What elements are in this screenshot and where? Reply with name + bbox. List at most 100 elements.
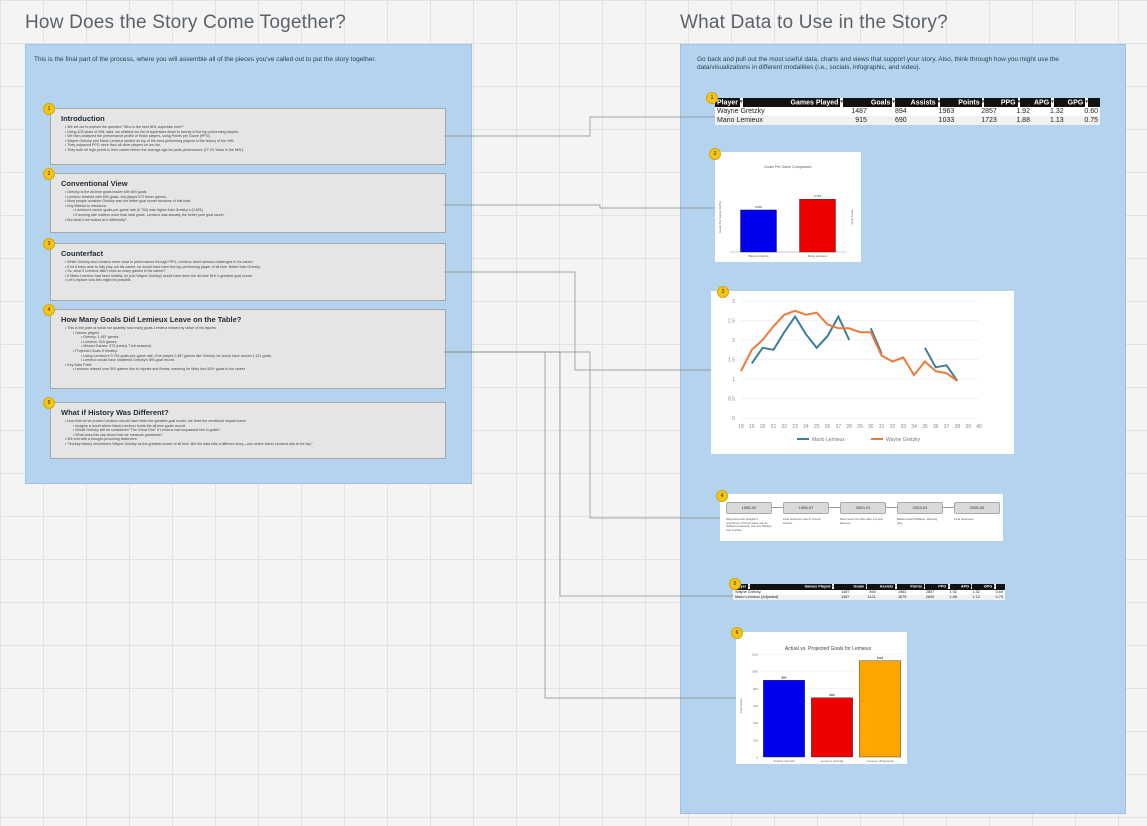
table-header-cell[interactable]: GPG ▾ — [1065, 98, 1100, 108]
header-label: Points — [958, 99, 980, 107]
y-tick-label: 2 — [732, 338, 735, 344]
x-tick-label: 38 — [955, 424, 961, 430]
table-header-cell[interactable]: Assists ▾ — [908, 98, 957, 108]
filter-dropdown-icon[interactable]: ▾ — [865, 584, 868, 589]
filter-dropdown-icon[interactable]: ▾ — [948, 584, 950, 589]
y-tick-label: 2.5 — [728, 319, 735, 325]
actual-vs-projected-goals-chart[interactable]: Actual vs. Projected Goals for Lemieux To… — [736, 632, 907, 764]
table-header-cell[interactable]: Points ▾ — [908, 584, 937, 590]
bullet-item: Imagine a world where Mario Lemieux hold… — [65, 424, 437, 429]
table-cell: 1487 — [851, 108, 867, 116]
filter-dropdown-icon[interactable]: ▾ — [748, 584, 750, 589]
filter-dropdown-icon[interactable]: ▾ — [924, 584, 926, 589]
table-cell: 1.32 — [1050, 108, 1064, 116]
table-header-cell[interactable]: Assists ▾ — [877, 584, 909, 590]
x-tick-label: Wayne Gretzky — [748, 254, 769, 258]
y-tick-label: 800 — [753, 687, 758, 691]
header-label: GPG — [983, 584, 993, 589]
connector-intro-table — [444, 116, 715, 137]
table-header-cell[interactable]: APG ▾ — [1031, 98, 1066, 108]
data-label: 1121 — [877, 656, 884, 660]
bullet-item: Would Gretzky still be considered "The G… — [65, 428, 437, 433]
lemieux-career-timeline[interactable]: 1985-92 Diagnosed with Hodgkin's lymphoma… — [720, 494, 1003, 541]
timeline-step-desc: Battled atrial fibrillation, affecting p… — [897, 517, 938, 525]
timeline-step-label: 1996-97 — [783, 502, 829, 514]
x-tick-label: 35 — [922, 424, 928, 430]
bullet-item: Lemieux missed over 500 games due to inj… — [65, 367, 437, 372]
table-header-cell[interactable]: APG ▾ — [958, 584, 982, 590]
x-tick-label: 34 — [911, 424, 917, 430]
timeline-badge: 4 — [716, 490, 728, 502]
filter-dropdown-icon[interactable]: ▾ — [1051, 98, 1054, 107]
story-card-3[interactable]: Counterfact While Gretzky and Lemieux wer… — [50, 243, 446, 301]
chart-title: Goals Per Game Comparison — [764, 165, 811, 169]
bullet-item: This is the point at which we quantify h… — [65, 326, 437, 331]
filter-dropdown-icon[interactable]: ▾ — [1017, 98, 1021, 107]
x-tick-label: 32 — [890, 424, 896, 430]
table-cell: 894 — [894, 108, 907, 116]
x-tick-label: Lemieux (Projected) — [867, 759, 894, 763]
bullet-item: Using 105 years of NHL data, we whittled… — [65, 130, 437, 135]
ppg-by-age-line-chart[interactable]: 0 0.5 1 1.5 2 2.5 3 18 19 20 21 22 23 24 25 26 27 28 29 30 3… — [711, 291, 1014, 454]
gpg-comparison-chart[interactable]: Goals Per Game Comparison Goals Per Game … — [715, 152, 861, 262]
story-card-badge: 3 — [43, 238, 55, 250]
filter-dropdown-icon[interactable]: ▾ — [740, 98, 743, 107]
story-card-4[interactable]: How Many Goals Did Lemieux Leave on the … — [50, 309, 446, 389]
table-header-cell[interactable]: Goals ▾ — [868, 98, 909, 108]
table-cell: 1487 — [802, 594, 852, 600]
x-tick-label: 26 — [825, 424, 831, 430]
stats-table-actual[interactable]: Player ▾ Games Played ▾ Goals ▾ Assists ▾ Points… — [715, 98, 1100, 126]
chart2-badge: 3 — [717, 286, 729, 298]
filter-dropdown-icon[interactable]: ▾ — [994, 584, 996, 589]
header-label: Goals — [870, 99, 891, 107]
table-cell: 690 — [868, 116, 909, 126]
table-cell: 1033 — [908, 116, 957, 126]
header-label: Assists — [910, 99, 936, 107]
table-row: Wayne Gretzky 1487 894 1963 2857 1.92 1.32 0.60 — [715, 107, 1100, 116]
story-card-badge: 2 — [43, 168, 55, 180]
table-cell: 1.92 — [1016, 108, 1030, 116]
story-card-5[interactable]: What if History Was Different? Now that w… — [50, 402, 446, 459]
table-header-cell[interactable]: PPG ▾ — [998, 98, 1032, 108]
table-header-cell[interactable]: Games Played ▾ — [788, 98, 869, 108]
bullet-item: If Mario Lemieux had been healthy, he (n… — [65, 274, 437, 279]
bar-2 — [799, 199, 836, 253]
bullet-item: While Gretzky and Lemieux were close in … — [65, 260, 437, 265]
story-card-2[interactable]: Conventional View Gretzky is the all-time… — [50, 173, 446, 233]
filter-dropdown-icon[interactable]: ▾ — [937, 98, 941, 107]
table-header-cell[interactable]: Games Played ▾ — [802, 584, 852, 590]
table-cell: Wayne Gretzky — [717, 108, 765, 116]
table-cell: 1487 — [840, 589, 850, 594]
table-row: Wayne Gretzky 1487 894 1963 2857 1.92 1.32 0.60 — [733, 590, 1005, 595]
story-card-1[interactable]: Introduction We set out to explore the qu… — [50, 108, 446, 165]
table-cell: 915 — [788, 116, 869, 126]
x-tick-label: 30 — [868, 424, 874, 430]
filter-dropdown-icon[interactable]: ▾ — [895, 584, 897, 589]
filter-dropdown-icon[interactable]: ▾ — [981, 98, 985, 107]
x-tick-label: 28 — [846, 424, 852, 430]
x-tick-label: 18 — [738, 424, 744, 430]
table-cell: 1.92 — [949, 589, 957, 594]
table-cell: 1.88 — [936, 594, 959, 600]
bar-1 — [740, 209, 777, 253]
series-line-1 — [924, 347, 959, 382]
x-tick-label: Lemieux (Actual) — [821, 759, 844, 763]
table-header-cell[interactable]: PPG ▾ — [936, 584, 959, 590]
filter-dropdown-icon[interactable]: ▾ — [840, 98, 843, 107]
data-label: 894 — [781, 675, 786, 679]
table-header-cell[interactable]: Goals ▾ — [851, 584, 878, 590]
table-header-cell[interactable]: GPG ▾ — [981, 584, 1005, 590]
table-header-cell[interactable]: Player ▾ — [715, 98, 789, 108]
table1-badge: 1 — [706, 92, 718, 104]
stats-table-adjusted[interactable]: Player ▾ Games Played ▾ Goals ▾ Assists ▾ Points… — [733, 584, 1005, 600]
bullet-item: Using Lemieux's 0.754 goals-per-game rat… — [65, 354, 437, 359]
table-header-cell[interactable]: Player ▾ — [733, 584, 803, 590]
filter-dropdown-icon[interactable]: ▾ — [971, 584, 973, 589]
table-header-cell[interactable]: Points ▾ — [956, 98, 999, 108]
story-card-title: How Many Goals Did Lemieux Leave on the … — [61, 315, 242, 324]
x-tick-label: 24 — [803, 424, 809, 430]
header-label: Goals — [853, 584, 864, 589]
filter-dropdown-icon[interactable]: ▾ — [892, 98, 895, 107]
filter-dropdown-icon[interactable]: ▾ — [832, 584, 834, 589]
filter-dropdown-icon[interactable]: ▾ — [1085, 98, 1088, 107]
